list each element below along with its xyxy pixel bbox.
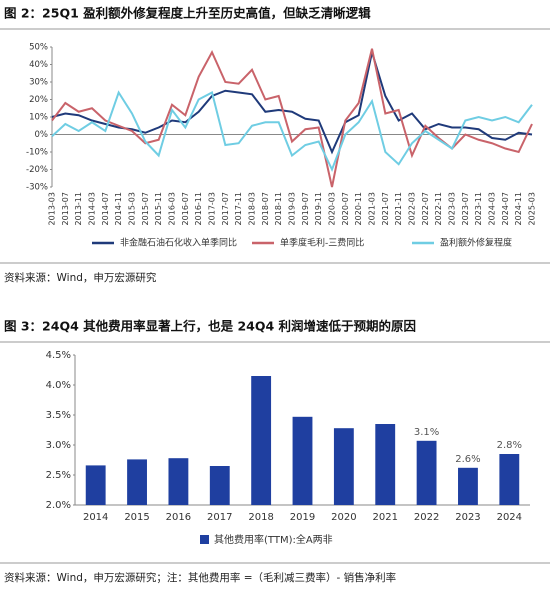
x-tick-label: 2023-07 [461, 192, 470, 225]
y-tick-label: 4.0% [46, 380, 71, 391]
x-tick-label: 2022-07 [421, 192, 430, 225]
x-tick-label: 2018-07 [261, 192, 270, 225]
bar [292, 416, 313, 505]
x-tick-label: 2021-03 [368, 192, 377, 225]
bar [375, 424, 396, 505]
x-tick-label: 2023 [455, 512, 480, 523]
data-label: 3.1% [414, 427, 439, 438]
x-tick-label: 2019-11 [314, 192, 323, 225]
bar [333, 428, 354, 505]
bar [168, 458, 189, 505]
bar [458, 467, 478, 505]
y-tick-label: 3.5% [46, 410, 71, 421]
bar [251, 376, 272, 505]
x-tick-label: 2022-11 [434, 192, 443, 225]
x-tick-label: 2018 [248, 512, 273, 523]
legend-label: 盈利额外修复程度 [440, 237, 512, 249]
x-tick-label: 2023-03 [448, 192, 457, 225]
x-tick-label: 2018-11 [274, 192, 283, 225]
bar [499, 454, 520, 505]
data-label: 2.6% [455, 454, 480, 465]
x-tick-label: 2022 [414, 512, 439, 523]
x-tick-label: 2015-07 [141, 192, 150, 225]
y-tick-label: -10% [26, 148, 48, 158]
x-tick-label: 2024-03 [488, 192, 497, 225]
line-series [51, 51, 533, 155]
x-tick-label: 2014-11 [114, 192, 123, 225]
figure-title: 图 2：25Q1 盈利额外修复程度上升至历史高值，但缺乏清晰逻辑 [4, 6, 371, 21]
x-tick-label: 2024 [497, 512, 522, 523]
x-tick-label: 2016 [166, 512, 191, 523]
y-tick-label: 40% [29, 60, 48, 70]
bar [416, 440, 437, 505]
x-tick-label: 2014-07 [101, 192, 110, 225]
x-tick-label: 2019 [290, 512, 315, 523]
x-tick-label: 2014-03 [88, 192, 97, 225]
y-tick-label: 10% [29, 113, 48, 123]
x-tick-label: 2016-03 [168, 192, 177, 225]
line-series [51, 48, 533, 188]
legend-label: 非金融石油石化收入单季同比 [120, 237, 237, 249]
bar [85, 465, 106, 505]
bar [209, 466, 230, 505]
x-tick-label: 2020-03 [328, 192, 337, 225]
x-tick-label: 2017-11 [234, 192, 243, 225]
x-tick-label: 2020-11 [354, 192, 363, 225]
x-tick-label: 2016-07 [181, 192, 190, 225]
bar [127, 459, 147, 505]
figure-title: 图 3：24Q4 其他费用率显著上行，也是 24Q4 利润增速低于预期的原因 [4, 319, 416, 334]
x-tick-label: 2021-11 [394, 192, 403, 225]
x-tick-label: 2020 [331, 512, 356, 523]
legend-swatch [200, 535, 209, 544]
line-series [51, 90, 533, 173]
x-tick-label: 2017-03 [208, 192, 217, 225]
x-tick-label: 2015 [124, 512, 149, 523]
y-tick-label: 4.5% [46, 350, 71, 361]
y-tick-label: -20% [26, 165, 48, 175]
x-tick-label: 2019-07 [301, 192, 310, 225]
y-tick-label: 2.0% [46, 500, 71, 511]
x-tick-label: 2017-07 [221, 192, 230, 225]
x-tick-label: 2013-11 [74, 192, 83, 225]
x-tick-label: 2021-07 [381, 192, 390, 225]
x-tick-label: 2024-11 [514, 192, 523, 225]
x-tick-label: 2013-03 [48, 192, 57, 225]
data-label: 2.8% [497, 440, 522, 451]
x-tick-label: 2025-03 [528, 192, 537, 225]
legend-label: 其他费用率(TTM):全A两非 [214, 533, 333, 546]
x-tick-label: 2014 [83, 512, 108, 523]
x-tick-label: 2024-07 [501, 192, 510, 225]
source-note: 资料来源：Wind，申万宏源研究 [4, 271, 157, 284]
y-tick-label: 30% [29, 78, 48, 88]
y-tick-label: 3.0% [46, 440, 71, 451]
y-tick-label: 20% [29, 95, 48, 105]
x-tick-label: 2015-03 [128, 192, 137, 225]
x-tick-label: 2013-07 [61, 192, 70, 225]
y-tick-label: 2.5% [46, 470, 71, 481]
y-tick-label: -30% [26, 183, 48, 193]
x-tick-label: 2016-11 [194, 192, 203, 225]
x-tick-label: 2020-07 [341, 192, 350, 225]
x-tick-label: 2019-03 [288, 192, 297, 225]
x-tick-label: 2023-11 [474, 192, 483, 225]
x-tick-label: 2021 [373, 512, 398, 523]
y-tick-label: 0% [35, 130, 49, 140]
x-tick-label: 2017 [207, 512, 232, 523]
x-tick-label: 2015-11 [154, 192, 163, 225]
x-tick-label: 2022-03 [408, 192, 417, 225]
source-note: 资料来源：Wind，申万宏源研究；注：其他费用率 =（毛利减三费率）- 销售净利… [4, 571, 396, 584]
legend-label: 单季度毛利-三费同比 [280, 237, 364, 249]
y-tick-label: 50% [29, 43, 48, 53]
x-tick-label: 2018-03 [248, 192, 257, 225]
